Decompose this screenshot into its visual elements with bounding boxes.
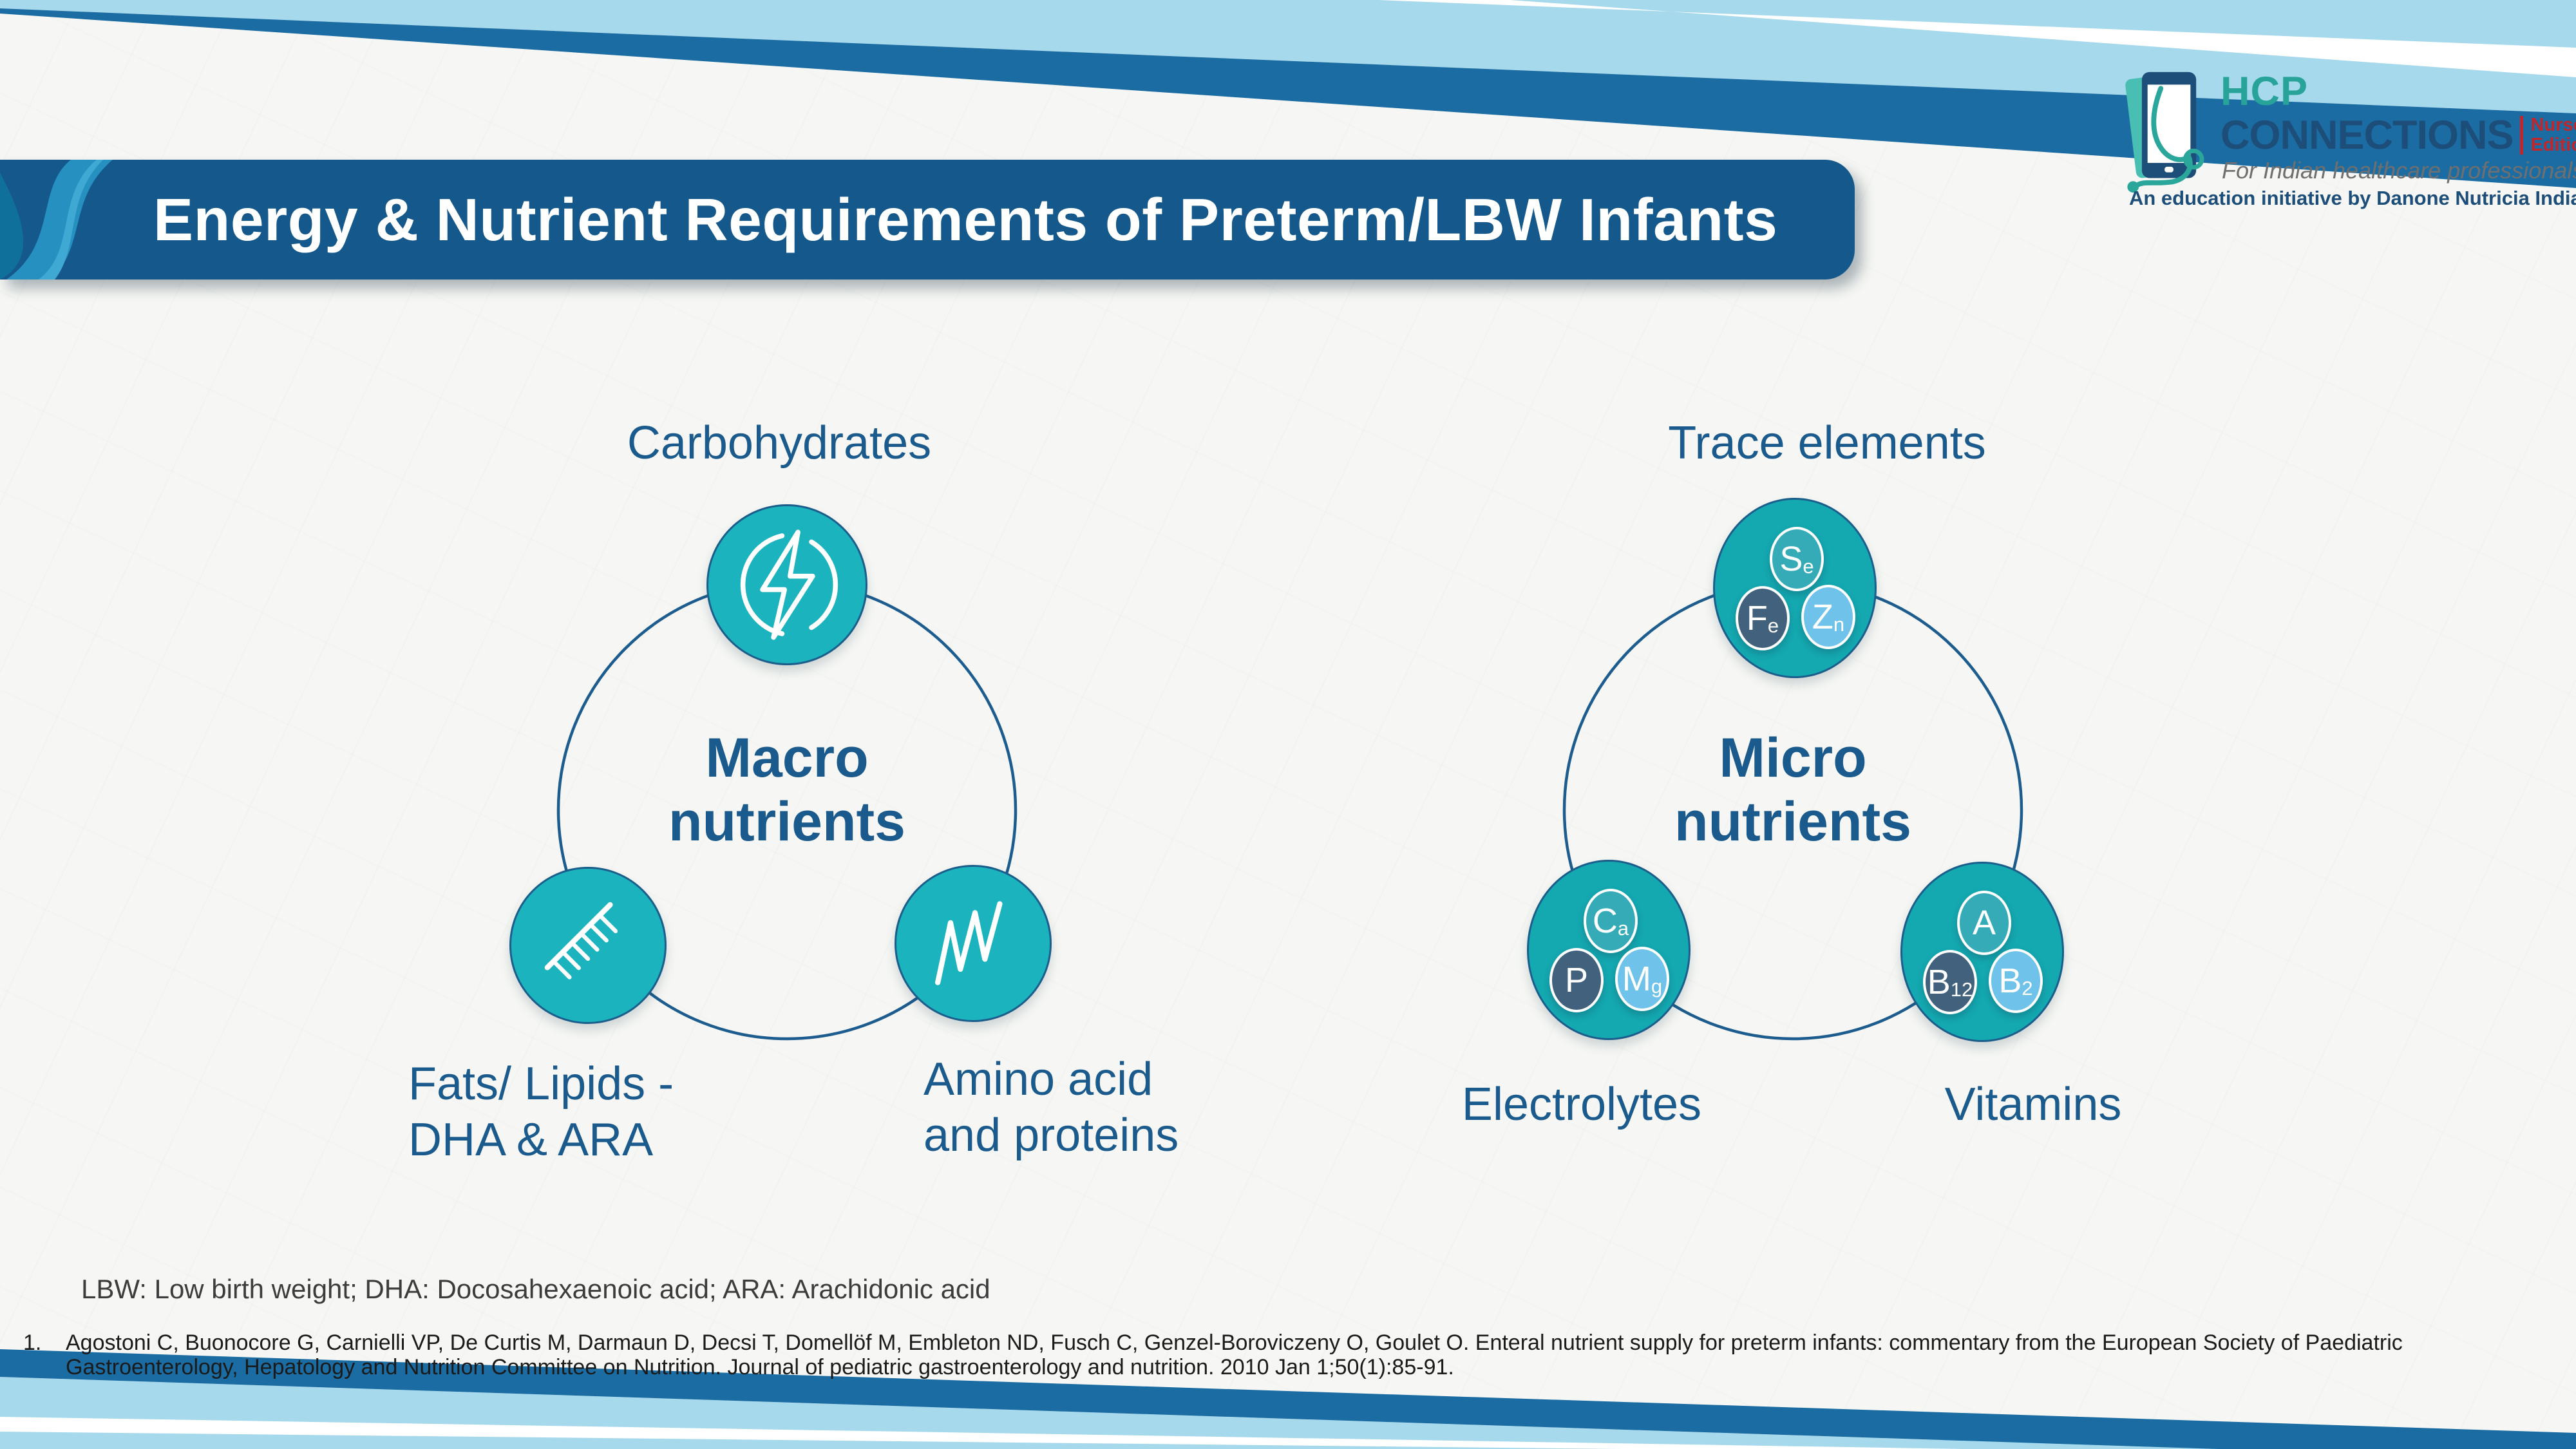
reference-text: Agostoni C, Buonocore G, Carnielli VP, D… bbox=[66, 1331, 2403, 1379]
hcp-connections-logo: HCP CONNECTIONS Nurses' Edition For Indi… bbox=[2119, 59, 2576, 209]
element-chip-b12: B 12 bbox=[1923, 950, 1977, 1014]
logo-initiative: An education initiative by Danone Nutric… bbox=[2129, 187, 2576, 209]
page-title: Energy & Nutrient Requirements of Preter… bbox=[153, 186, 1778, 253]
macro-left-label: Fats/ Lipids - DHA & ARA bbox=[408, 1058, 674, 1166]
micro-right-label: Vitamins bbox=[1944, 1079, 2122, 1130]
ruler-comb-icon bbox=[544, 902, 618, 980]
logo-tagline: For Indian healthcare professionals bbox=[2222, 157, 2576, 184]
micro-left-label: Electrolytes bbox=[1461, 1079, 1702, 1130]
reference-citation: 1. Agostoni C, Buonocore G, Carnielli VP… bbox=[23, 1331, 2412, 1379]
abbreviations-footnote: LBW: Low birth weight; DHA: Docosahexaen… bbox=[81, 1274, 990, 1304]
micro-center-label: Micro nutrients bbox=[1674, 727, 1911, 853]
amino-proteins-node bbox=[895, 865, 1052, 1022]
element-chip-p: P bbox=[1549, 948, 1604, 1012]
logo-divider bbox=[2519, 116, 2523, 155]
carbohydrates-node bbox=[706, 504, 867, 665]
lightning-bolt-icon bbox=[740, 529, 838, 640]
reference-number: 1. bbox=[23, 1331, 42, 1355]
macro-right-label: Amino acid and proteins bbox=[923, 1054, 1179, 1161]
micro-top-label: Trace elements bbox=[1668, 417, 1986, 469]
fats-lipids-node bbox=[509, 867, 667, 1024]
macro-center-label: Macro nutrients bbox=[668, 727, 905, 853]
logo-brand-connections: CONNECTIONS bbox=[2221, 113, 2514, 158]
element-chip-a: A bbox=[1957, 891, 2011, 955]
logo-brand-hcp: HCP bbox=[2221, 69, 2309, 114]
top-ribbon-decoration bbox=[0, 0, 2576, 188]
bottom-ribbon-decoration bbox=[0, 1349, 2576, 1449]
banner-swoosh-decoration bbox=[0, 160, 132, 279]
title-banner: Energy & Nutrient Requirements of Preter… bbox=[0, 160, 1855, 279]
macro-top-label: Carbohydrates bbox=[627, 417, 932, 469]
protein-zigzag-icon bbox=[935, 901, 1003, 985]
tablet-stethoscope-icon bbox=[2125, 71, 2204, 193]
logo-edition-label: Nurses' Edition bbox=[2530, 115, 2576, 155]
